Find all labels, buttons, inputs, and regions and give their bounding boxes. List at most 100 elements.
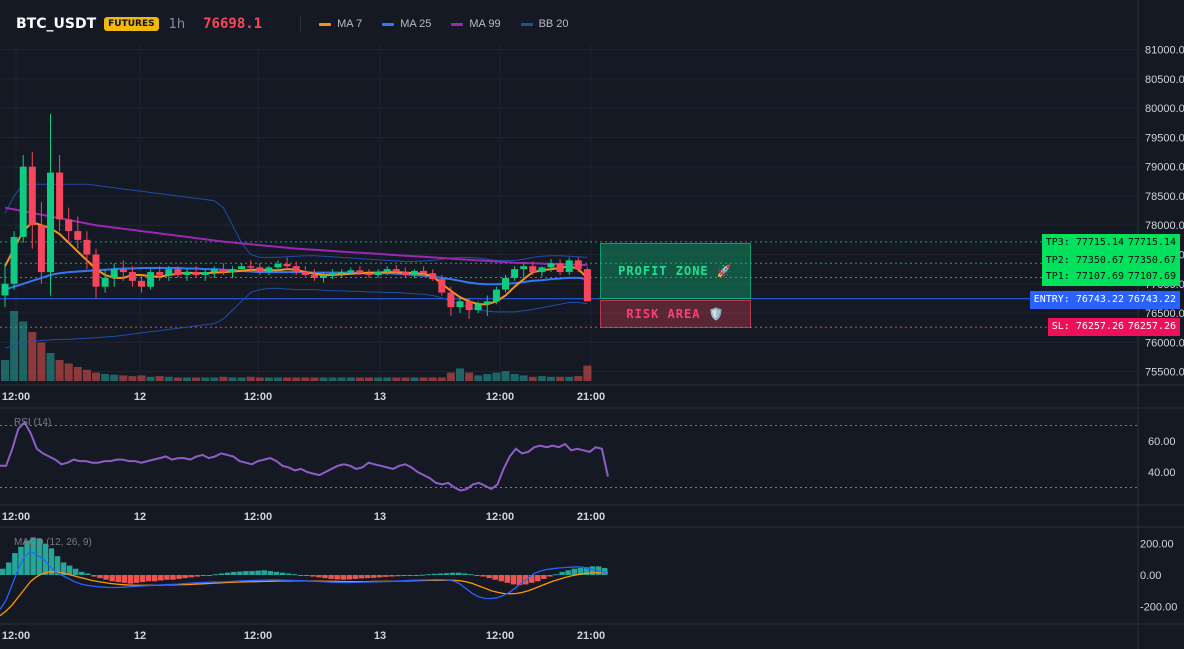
macd-histogram-bar [340, 575, 346, 580]
macd-histogram-bar [97, 575, 103, 579]
candle-body [583, 269, 591, 302]
volume-bar [10, 311, 19, 381]
price-tick-label: 76500.00 [1145, 308, 1184, 320]
profit-zone: PROFIT ZONE 🚀 [600, 243, 751, 299]
macd-histogram-bar [431, 573, 438, 575]
candle-body [210, 269, 218, 273]
macd-histogram-bar [249, 571, 255, 575]
last-price: 76698.1 [203, 16, 263, 32]
macd-histogram-bar [121, 575, 128, 583]
legend-ma25[interactable]: MA 25 [382, 18, 431, 30]
volume-bar [392, 377, 401, 381]
candle-body [10, 236, 18, 284]
macd-histogram-bar [72, 568, 79, 575]
volume-bar [128, 376, 137, 381]
volume-bar [556, 376, 565, 381]
macd-histogram-bar [152, 575, 158, 582]
macd-histogram-bar [443, 573, 450, 575]
macd-histogram-bar [194, 575, 201, 577]
macd-histogram-bar [352, 575, 359, 579]
legend-bb20[interactable]: BB 20 [520, 18, 569, 30]
macd-histogram-bar [24, 540, 30, 575]
macd-histogram-bar [267, 571, 273, 575]
macd-histogram-bar [407, 575, 413, 576]
candle-body [338, 272, 346, 274]
time-axis-macd-label: 12 [134, 630, 146, 642]
candle-body [229, 269, 236, 273]
macd-histogram-bar [127, 575, 134, 584]
macd-histogram-bar [133, 575, 140, 583]
macd-histogram-bar [480, 575, 486, 577]
legend-ma7[interactable]: MA 7 [319, 18, 362, 30]
macd-histogram-bar [589, 566, 596, 575]
macd-histogram-bar [218, 573, 225, 575]
macd-histogram-bar [583, 567, 590, 575]
candle-body [56, 172, 64, 220]
macd-tick-label: 0.00 [1140, 570, 1161, 582]
rsi-tick-label: 60.00 [1148, 436, 1176, 448]
volume-bar [192, 377, 201, 381]
macd-histogram-bar [224, 572, 231, 575]
time-axis-main-label: 13 [374, 391, 386, 403]
symbol-name[interactable]: BTC_USDT [16, 16, 97, 32]
tp2-axis-tag: 77350.67 [1123, 252, 1180, 270]
macd-histogram-bar [370, 575, 377, 578]
volume-bar [274, 377, 282, 381]
time-axis-main-label: 21:00 [577, 391, 605, 403]
market-badge: FUTURES [104, 17, 159, 31]
tp1-axis-tag: 77107.69 [1123, 268, 1180, 286]
bb-upper-line [4, 183, 588, 262]
candle-body [47, 172, 54, 273]
macd-histogram-bar [243, 571, 249, 575]
volume-bar [137, 375, 146, 381]
price-tick-label: 79000.00 [1145, 162, 1184, 174]
timeframe-label[interactable]: 1h [168, 16, 186, 32]
candle-body [37, 225, 45, 273]
candle-body [474, 304, 482, 311]
volume-bar [201, 377, 210, 381]
volume-bar [164, 376, 173, 381]
candle-body [456, 301, 464, 308]
tp2-tag: TP2: 77350.67 [1041, 252, 1128, 270]
candle-body [347, 270, 355, 273]
time-axis-rsi-label: 12 [134, 511, 146, 523]
candle-body [420, 270, 428, 274]
candle-body [320, 274, 327, 278]
volume-bar [301, 377, 310, 381]
candle-body [19, 166, 27, 237]
volume-bar [537, 376, 546, 381]
macd-histogram-bar [449, 572, 456, 575]
macd-histogram-bar [389, 575, 395, 577]
macd-histogram-bar [255, 570, 261, 575]
candle-body [492, 289, 500, 302]
macd-histogram-bar [334, 575, 340, 580]
macd-tick-label: 200.00 [1140, 539, 1174, 551]
legend-ma99-label: MA 99 [469, 18, 501, 30]
macd-histogram-bar [364, 575, 371, 579]
volume-bar [519, 375, 528, 381]
macd-histogram-bar [30, 537, 36, 575]
rsi-line [0, 420, 609, 492]
volume-bar [92, 372, 100, 381]
macd-histogram-bar [322, 575, 328, 579]
volume-bar [101, 374, 110, 381]
macd-histogram-bar [261, 570, 267, 575]
header-divider [300, 16, 302, 32]
candle-body [92, 254, 100, 287]
macd-histogram-bar [285, 573, 292, 575]
macd-histogram-bar [559, 571, 565, 575]
macd-histogram-bar [565, 570, 571, 575]
legend-ma99[interactable]: MA 99 [451, 18, 501, 30]
volume-bar [119, 375, 128, 381]
tp1-tag: TP1: 77107.69 [1041, 268, 1128, 286]
macd-histogram-bar [571, 568, 577, 575]
macd-histogram-bar [279, 572, 286, 575]
sl-tag: SL: 76257.26 [1047, 318, 1128, 336]
macd-histogram-bar [474, 575, 480, 576]
volume-bar [355, 377, 364, 381]
macd-histogram-bar [12, 553, 18, 575]
tp3-tag: TP3: 77715.14 [1041, 234, 1128, 252]
macd-histogram-bar [468, 574, 474, 576]
macd-histogram-bar [553, 574, 559, 576]
